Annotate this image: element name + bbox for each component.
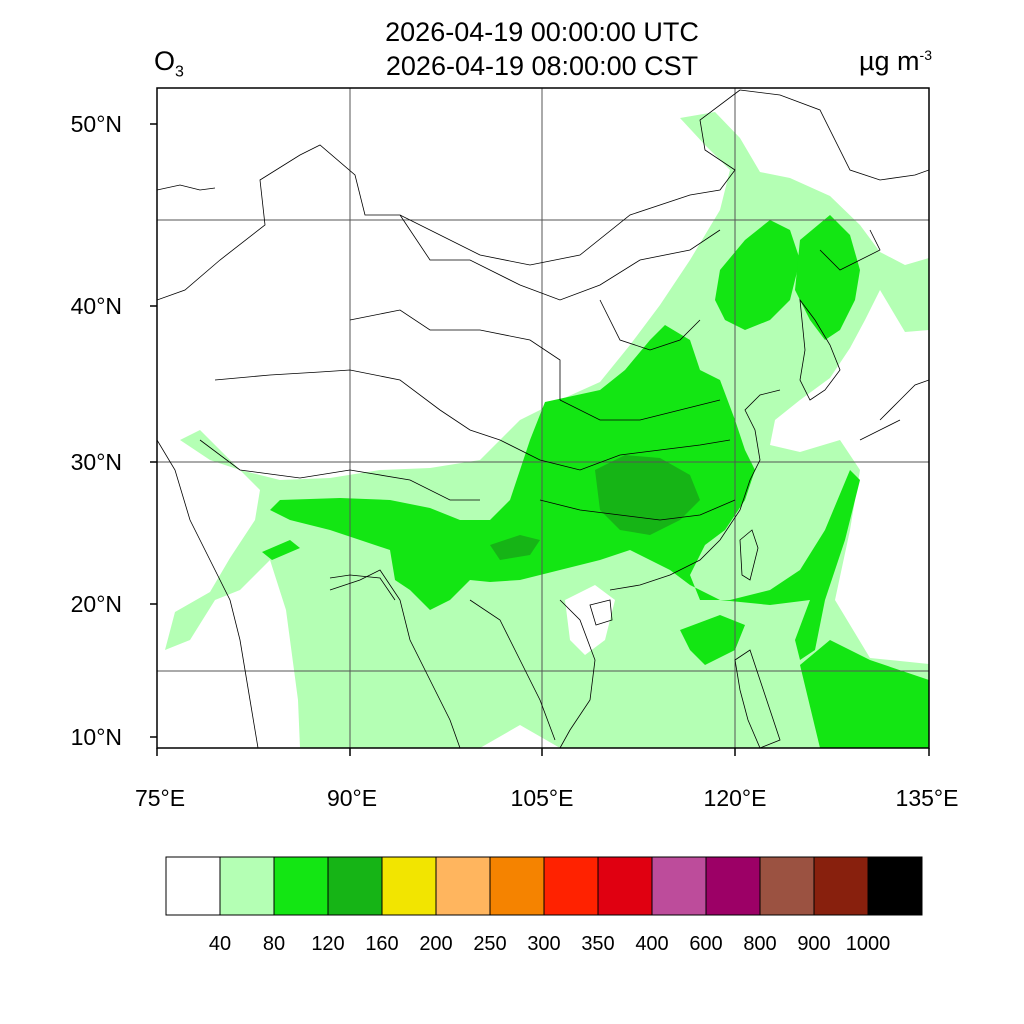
- legend-swatch: [165, 856, 221, 916]
- o3-region-80-120-north: [715, 220, 800, 330]
- legend-label: 400: [635, 933, 668, 955]
- bay-of-bengal-coast: [329, 574, 396, 601]
- legend-swatch: [489, 856, 545, 916]
- axis-ticks: [150, 123, 930, 756]
- o3-region-80-120-luzon: [680, 615, 745, 665]
- o3-region-120-160-south: [490, 535, 540, 560]
- legend-swatch: [705, 856, 761, 916]
- taiwan-coast: [739, 529, 759, 581]
- title-utc: 2026-04-19 00:00:00 UTC: [385, 17, 699, 47]
- inner-provinces-5: [559, 399, 721, 421]
- mongolia-south: [399, 214, 721, 301]
- inner-provinces-1: [349, 309, 561, 400]
- china-coast: [609, 389, 781, 591]
- legend-swatch: [435, 856, 491, 916]
- o3-clear-pocket: [565, 585, 615, 655]
- lon-label: 75°E: [135, 785, 185, 811]
- legend-label: 350: [581, 933, 614, 955]
- o3-field: [165, 112, 929, 748]
- lat-label: 20°N: [71, 591, 122, 617]
- lat-label: 30°N: [71, 449, 122, 475]
- india-border: [157, 439, 259, 748]
- species-base: O: [154, 46, 176, 76]
- myanmar-border: [329, 569, 461, 748]
- o3-region-80-120-northeast: [795, 215, 860, 340]
- legend-swatch: [543, 856, 599, 916]
- legend-labels: 40 80 120 160 200 250 300 350 400 600 800 900 1000: [209, 933, 890, 955]
- legend-label: 1000: [846, 933, 891, 955]
- legend-boxes: [165, 856, 923, 916]
- inner-provinces-3: [199, 439, 480, 501]
- legend-swatch: [759, 856, 815, 916]
- legend-swatch: [651, 856, 707, 916]
- china-border-north: [157, 89, 741, 301]
- species-label: O3: [154, 46, 184, 81]
- legend-swatch: [273, 856, 329, 916]
- title-cst: 2026-04-19 08:00:00 CST: [385, 51, 699, 81]
- units-base: µg m: [858, 46, 920, 76]
- legend-label: 160: [365, 933, 398, 955]
- caspian-fragment: [157, 184, 216, 191]
- inner-provinces-2: [214, 369, 501, 441]
- graticule: [157, 88, 929, 748]
- o3-region-80-120-west: [262, 540, 300, 560]
- legend-label: 40: [209, 933, 231, 955]
- lon-label: 120°E: [704, 785, 767, 811]
- o3-region-80-120-main: [270, 325, 860, 660]
- borders: [157, 89, 929, 748]
- japan-coast: [859, 379, 929, 441]
- inner-provinces-6: [539, 499, 736, 521]
- legend-label: 80: [263, 933, 285, 955]
- legend-label: 800: [743, 933, 776, 955]
- china-border-korea: [819, 229, 881, 271]
- map-frame: [156, 87, 930, 749]
- legend-swatch: [327, 856, 383, 916]
- o3-region-80-120-pacific: [800, 640, 929, 748]
- legend-swatch: [597, 856, 653, 916]
- vietnam-coast: [559, 599, 596, 748]
- longitude-labels: 75°E 90°E 105°E 120°E 135°E: [135, 785, 959, 811]
- legend-swatch: [813, 856, 869, 916]
- legend-swatch: [867, 856, 923, 916]
- korea-coast: [799, 298, 841, 401]
- legend-label: 200: [419, 933, 452, 955]
- philippines-coast: [734, 649, 781, 748]
- lat-label: 50°N: [71, 111, 122, 137]
- latitude-labels: 50°N 40°N 30°N 20°N 10°N: [71, 111, 122, 750]
- china-border-northeast: [739, 89, 929, 181]
- species-subscript: 3: [175, 63, 184, 81]
- hainan-coast: [589, 599, 613, 626]
- legend-label: 600: [689, 933, 722, 955]
- indochina-border: [469, 599, 556, 741]
- lon-label: 135°E: [896, 785, 959, 811]
- lon-label: 90°E: [327, 785, 377, 811]
- inner-provinces-4: [499, 439, 731, 471]
- lat-label: 40°N: [71, 293, 122, 319]
- legend-label: 250: [473, 933, 506, 955]
- inner-provinces-7: [599, 299, 701, 351]
- legend-label: 300: [527, 933, 560, 955]
- legend-swatch: [219, 856, 275, 916]
- legend-label: 120: [311, 933, 344, 955]
- lon-label: 105°E: [511, 785, 574, 811]
- units-exponent: -3: [919, 47, 932, 63]
- units-label: µg m-3: [859, 46, 932, 77]
- lat-label: 10°N: [71, 724, 122, 750]
- legend-swatch: [381, 856, 437, 916]
- legend-label: 900: [797, 933, 830, 955]
